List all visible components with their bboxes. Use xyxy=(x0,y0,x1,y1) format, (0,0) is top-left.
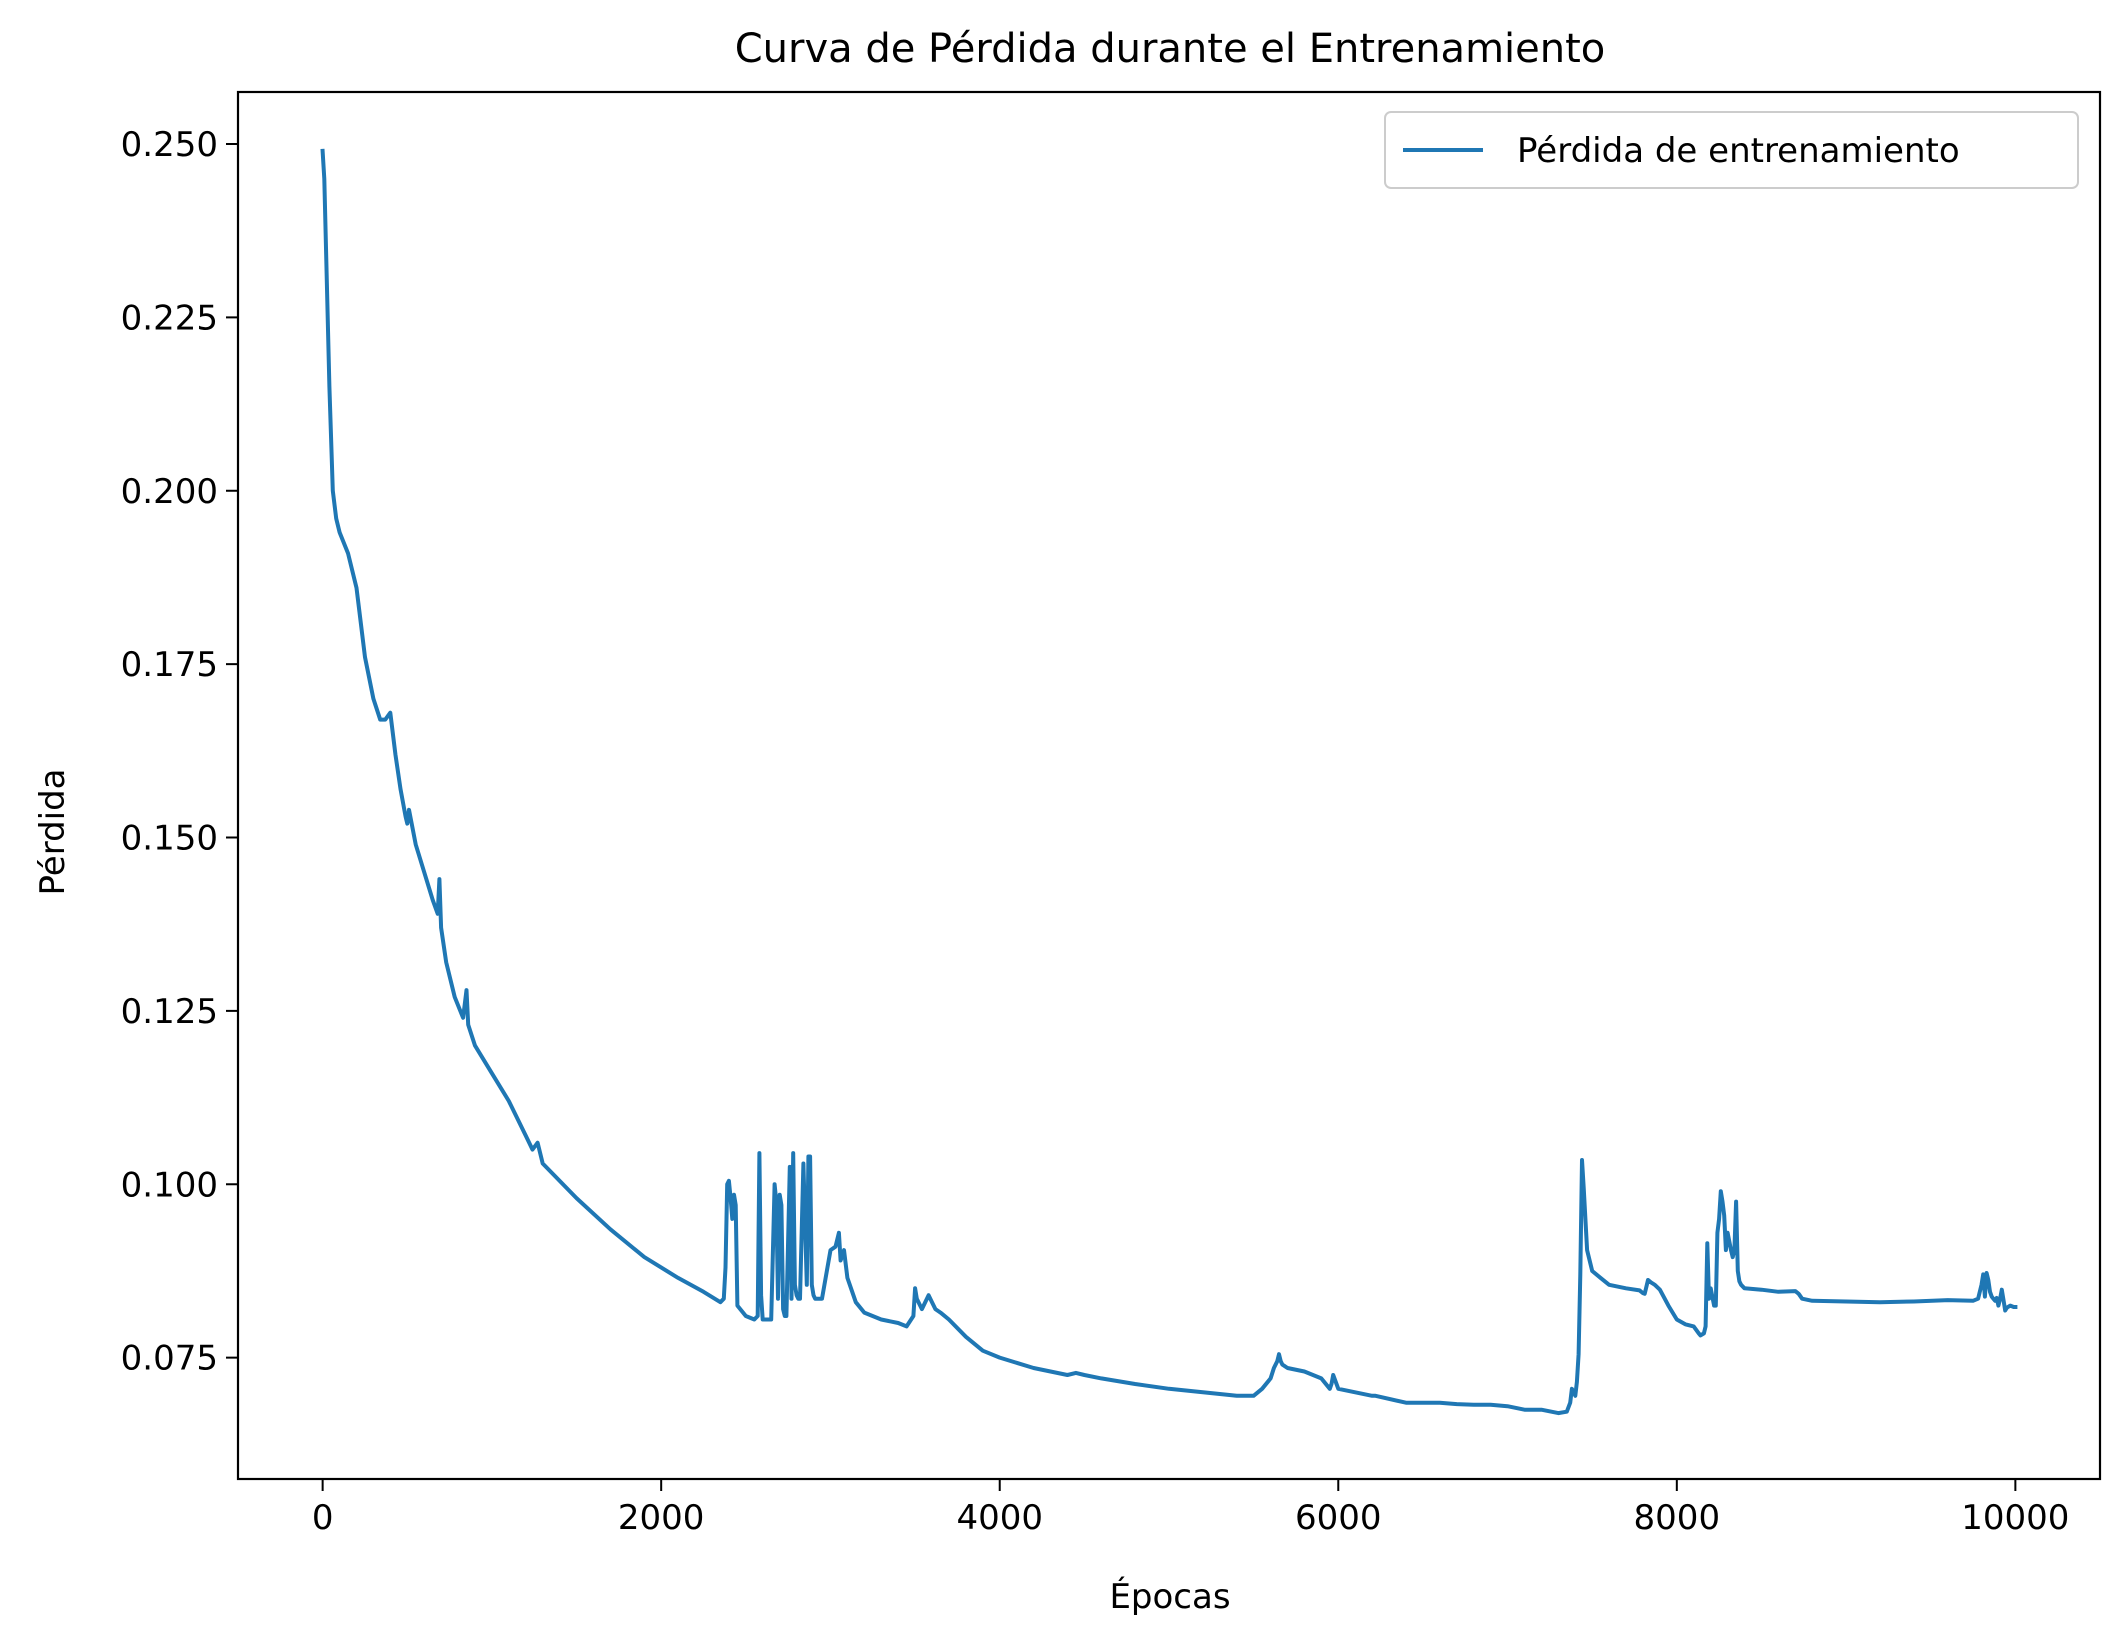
y-tick-label: 0.225 xyxy=(121,298,218,338)
x-tick-label: 2000 xyxy=(618,1498,705,1538)
chart-title: Curva de Pérdida durante el Entrenamient… xyxy=(735,26,1606,72)
x-axis: 0 2000 4000 6000 8000 10000 xyxy=(312,1479,2069,1538)
x-tick-label: 6000 xyxy=(1295,1498,1382,1538)
y-tick-label: 0.175 xyxy=(121,645,218,685)
x-tick-label: 8000 xyxy=(1634,1498,1721,1538)
y-tick-label: 0.150 xyxy=(121,819,218,859)
y-axis-label: Pérdida xyxy=(33,768,73,895)
axes-frame xyxy=(236,90,2102,1481)
y-axis: 0.075 0.100 0.125 0.150 0.175 0.200 0.225 0.250 xyxy=(121,125,238,1379)
series-line-0 xyxy=(320,148,2018,1416)
x-axis-label: Épocas xyxy=(1109,1576,1230,1617)
x-tick-label: 0 xyxy=(312,1498,334,1538)
legend: Pérdida de entrenamiento xyxy=(1384,111,2079,189)
y-tick-label: 0.200 xyxy=(121,472,218,512)
x-tick-label: 4000 xyxy=(956,1498,1043,1538)
y-tick-label: 0.125 xyxy=(121,992,218,1032)
legend-box xyxy=(1384,111,2079,189)
plot-area xyxy=(236,90,2102,1481)
y-tick-label: 0.100 xyxy=(121,1165,218,1205)
x-tick-label: 10000 xyxy=(1961,1498,2069,1538)
y-tick-label: 0.075 xyxy=(121,1339,218,1379)
legend-label: Pérdida de entrenamiento xyxy=(1517,131,1960,171)
y-tick-label: 0.250 xyxy=(121,125,218,165)
